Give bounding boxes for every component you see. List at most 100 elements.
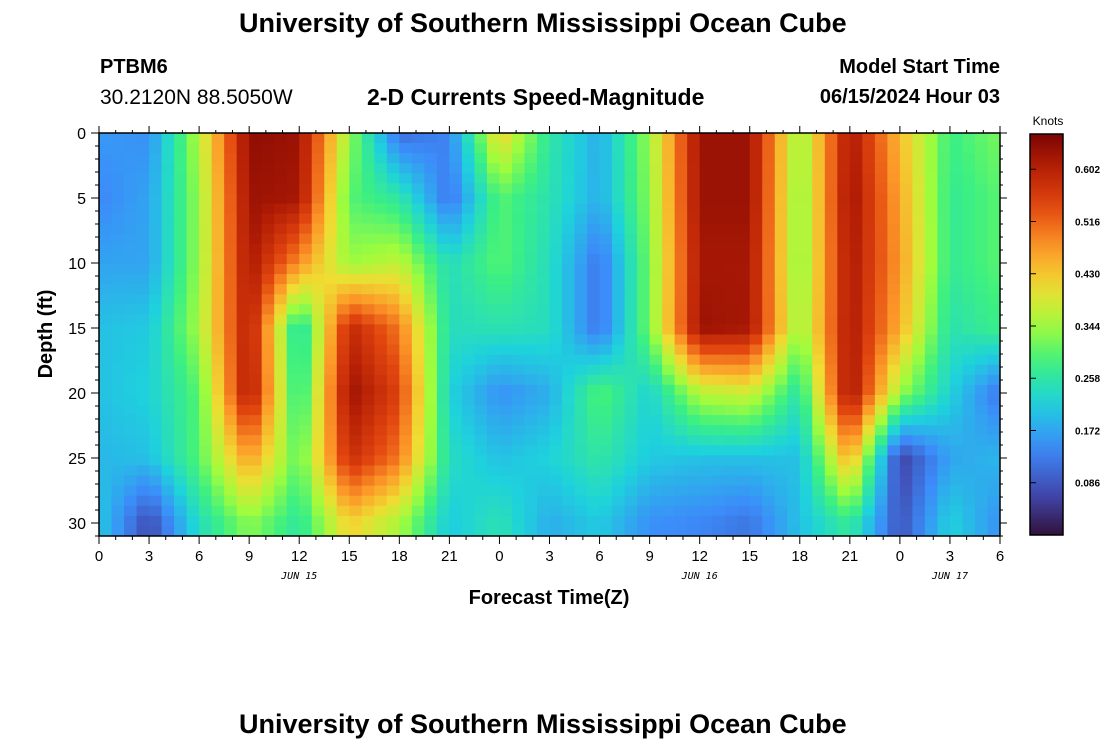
heatmap-cell: [662, 153, 676, 164]
heatmap-cell: [974, 525, 989, 536]
heatmap-cell: [737, 435, 751, 446]
heatmap-cell: [824, 354, 838, 366]
heatmap-cell: [912, 465, 926, 477]
x-tick-label: 0: [495, 548, 503, 565]
heatmap-cell: [874, 304, 888, 315]
heatmap-cell: [749, 143, 763, 154]
heatmap-cell: [699, 374, 713, 386]
heatmap-cell: [549, 243, 563, 255]
heatmap-cell: [361, 314, 375, 326]
heatmap-cell: [324, 253, 338, 265]
heatmap-cell: [824, 263, 838, 275]
heatmap-cell: [124, 415, 138, 426]
heatmap-cell: [862, 495, 876, 507]
heatmap-cell: [562, 515, 576, 527]
heatmap-cell: [574, 505, 588, 517]
heatmap-cell: [612, 435, 626, 446]
heatmap-cell: [186, 153, 200, 164]
heatmap-cell: [912, 485, 926, 497]
heatmap-cell: [787, 354, 801, 366]
heatmap-cell: [849, 263, 863, 275]
heatmap-cell: [286, 415, 300, 426]
heatmap-cell: [974, 405, 989, 416]
heatmap-cell: [712, 435, 726, 446]
heatmap-cell: [261, 304, 275, 315]
heatmap-cell: [149, 475, 163, 487]
heatmap-cell: [624, 425, 638, 436]
heatmap-cell: [574, 253, 588, 265]
heatmap-cell: [674, 253, 688, 265]
heatmap-cell: [837, 525, 851, 536]
heatmap-cell: [474, 314, 488, 326]
heatmap-cell: [211, 445, 225, 456]
heatmap-cell: [812, 384, 826, 396]
heatmap-cell: [724, 173, 738, 184]
heatmap-cell: [549, 263, 563, 275]
heatmap-cell: [399, 143, 413, 154]
heatmap-cell: [299, 495, 313, 507]
heatmap-cell: [199, 515, 213, 527]
heatmap-cell: [536, 314, 551, 326]
heatmap-cell: [737, 223, 751, 235]
heatmap-cell: [924, 465, 939, 477]
heatmap-cell: [549, 465, 563, 477]
heatmap-cell: [499, 344, 513, 356]
heatmap-cell: [486, 515, 501, 527]
heatmap-cell: [787, 263, 801, 275]
heatmap-cell: [962, 374, 976, 386]
heatmap-cell: [186, 314, 200, 326]
heatmap-cell: [299, 324, 313, 336]
heatmap-cell: [824, 183, 838, 195]
heatmap-cell: [899, 213, 913, 225]
heatmap-cell: [599, 384, 613, 396]
heatmap-cell: [974, 505, 989, 517]
heatmap-cell: [787, 163, 801, 174]
heatmap-cell: [474, 525, 488, 536]
heatmap-cell: [411, 435, 425, 446]
heatmap-cell: [311, 455, 325, 467]
heatmap-cell: [862, 243, 876, 255]
heatmap-cell: [949, 253, 964, 265]
heatmap-cell: [449, 243, 463, 255]
heatmap-cell: [499, 183, 513, 195]
heatmap-cell: [386, 193, 400, 205]
heatmap-cell: [724, 153, 738, 164]
heatmap-cell: [386, 294, 400, 305]
heatmap-cell: [311, 263, 325, 275]
heatmap-cell: [749, 203, 763, 215]
heatmap-cell: [812, 203, 826, 215]
heatmap-cell: [699, 465, 713, 477]
heatmap-cell: [224, 253, 238, 265]
heatmap-cell: [737, 284, 751, 295]
heatmap-cell: [286, 394, 300, 406]
heatmap-cell: [149, 133, 163, 144]
heatmap-cell: [737, 314, 751, 326]
heatmap-cell: [236, 515, 250, 527]
heatmap-cell: [349, 415, 363, 426]
heatmap-cell: [511, 193, 526, 205]
heatmap-cell: [612, 344, 626, 356]
heatmap-cell: [687, 223, 701, 235]
heatmap-cell: [774, 435, 788, 446]
heatmap-cell: [937, 294, 951, 305]
heatmap-cell: [499, 284, 513, 295]
heatmap-cell: [486, 354, 501, 366]
heatmap-cell: [962, 324, 976, 336]
heatmap-cell: [474, 344, 488, 356]
heatmap-cell: [311, 173, 325, 184]
heatmap-cell: [249, 143, 263, 154]
heatmap-cell: [949, 334, 964, 346]
heatmap-cell: [99, 143, 113, 154]
heatmap-cell: [411, 153, 425, 164]
heatmap-cell: [524, 203, 538, 215]
heatmap-cell: [837, 515, 851, 527]
heatmap-cell: [937, 374, 951, 386]
heatmap-cell: [499, 314, 513, 326]
heatmap-cell: [762, 354, 776, 366]
heatmap-cell: [912, 475, 926, 487]
heatmap-cell: [749, 324, 763, 336]
heatmap-cell: [224, 485, 238, 497]
heatmap-cell: [674, 354, 688, 366]
heatmap-cell: [762, 425, 776, 436]
heatmap-cell: [574, 515, 588, 527]
